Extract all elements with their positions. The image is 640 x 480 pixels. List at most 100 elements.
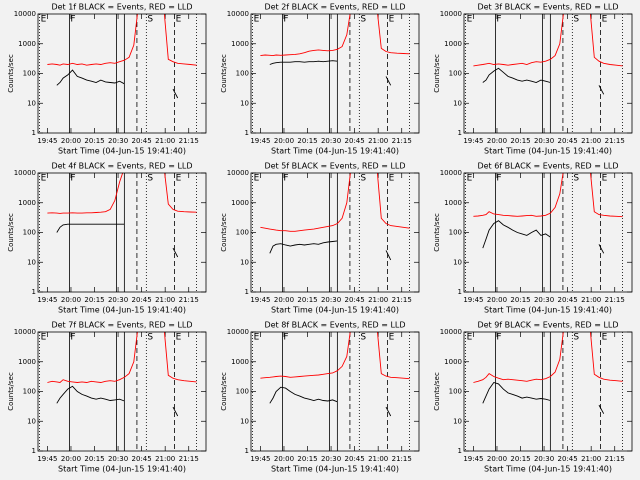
x-tick-label: 19:45 [37,296,57,304]
x-tick-label: 19:45 [250,296,270,304]
x-tick-label: 21:15 [179,296,199,304]
x-axis-label: Start Time (04-Jun-15 19:41:40) [271,147,399,156]
panel: Det 1f BLACK = Events, RED = LLD Start Ti… [7,3,207,156]
y-tick-label: 1000 [231,40,249,48]
x-tick-label: 20:15 [510,296,530,304]
series-line [56,385,179,417]
x-tick-label: 20:00 [274,296,294,304]
series-line [56,69,179,99]
series-line [482,381,605,414]
event-marker-label: F [496,15,501,25]
event-marker-label: E [602,15,608,25]
x-tick-label: 20:30 [321,137,341,145]
x-tick-label: 20:30 [321,455,341,463]
y-tick-label: 1000 [444,199,462,207]
x-tick-label: 19:45 [37,455,57,463]
y-tick-label: 100 [236,229,249,237]
x-tick-label: 20:45 [558,137,578,145]
y-axis-label: Counts/sec [220,54,228,93]
plot-frame [37,331,207,452]
y-tick-label: 10 [453,417,462,425]
series-line [269,240,392,261]
x-tick-label: 19:45 [463,137,483,145]
event-marker-label: F [496,174,501,184]
y-tick-label: 10 [240,99,249,107]
y-tick-label: 10 [27,258,36,266]
y-tick-label: 10000 [227,10,249,18]
y-axis-label: Counts/sec [433,213,441,252]
y-axis-label: Counts/sec [220,213,228,252]
chart-title: Det 4f BLACK = Events, RED = LLD [51,162,192,171]
x-tick-label: 21:15 [179,455,199,463]
y-tick-label: 100 [449,70,462,78]
series-line [473,332,623,383]
x-tick-label: 20:45 [345,137,365,145]
y-axis-label: Counts/sec [7,372,15,411]
event-marker-label: F [70,15,75,25]
event-marker-label: S [573,333,579,343]
x-tick-label: 20:30 [534,296,554,304]
series-line [269,386,392,417]
plot-frame [37,13,207,134]
x-tick-label: 20:15 [297,137,317,145]
x-tick-label: 20:15 [84,296,104,304]
chart-title: Det 5f BLACK = Events, RED = LLD [264,162,405,171]
x-tick-label: 20:15 [297,296,317,304]
panel: Det 8f BLACK = Events, RED = LLD Start Ti… [220,321,420,474]
x-tick-label: 21:00 [368,455,388,463]
x-tick-label: 21:15 [605,455,625,463]
x-tick-label: 20:30 [534,455,554,463]
x-tick-label: 21:00 [155,296,175,304]
panel: Det 9f BLACK = Events, RED = LLD Start Ti… [433,321,633,474]
y-tick-label: 10000 [14,328,36,336]
event-marker-label: E [467,333,473,343]
y-tick-label: 10000 [227,169,249,177]
y-tick-label: 1 [245,129,249,137]
event-marker-label: E [176,174,182,184]
x-tick-label: 20:15 [84,455,104,463]
series-line [260,332,410,380]
event-marker-label: F [496,333,501,343]
x-tick-label: 21:00 [581,455,601,463]
x-tick-label: 20:00 [61,455,81,463]
panel: Det 5f BLACK = Events, RED = LLD Start Ti… [220,162,420,315]
plot-frame [463,13,633,134]
event-marker-label: E [254,174,260,184]
x-tick-label: 19:45 [250,455,270,463]
y-tick-label: 1000 [231,358,249,366]
x-tick-label: 20:45 [558,296,578,304]
x-axis-label: Start Time (04-Jun-15 19:41:40) [271,306,399,315]
y-tick-label: 1 [32,288,36,296]
x-tick-label: 20:00 [274,137,294,145]
x-tick-label: 20:00 [487,137,507,145]
series-line [260,14,410,57]
series-line [47,332,197,383]
event-marker-label: E [176,15,182,25]
event-marker-label: E [389,174,395,184]
x-tick-label: 20:30 [108,455,128,463]
y-axis-label: Counts/sec [220,372,228,411]
x-tick-label: 20:00 [61,296,81,304]
y-tick-label: 1 [458,129,462,137]
y-tick-label: 1 [458,447,462,455]
y-tick-label: 10 [240,258,249,266]
plot-frame [250,172,420,293]
x-axis-label: Start Time (04-Jun-15 19:41:40) [271,465,399,474]
x-axis-label: Start Time (04-Jun-15 19:41:40) [484,306,612,315]
y-tick-label: 10 [240,417,249,425]
y-tick-label: 10000 [14,169,36,177]
y-tick-label: 1000 [18,199,36,207]
x-tick-label: 20:30 [321,296,341,304]
event-marker-label: S [147,174,153,184]
series-line [47,173,197,214]
event-marker-label: S [360,333,366,343]
y-tick-label: 10 [453,99,462,107]
plot-frame [463,172,633,293]
x-axis-label: Start Time (04-Jun-15 19:41:40) [484,465,612,474]
series-line [473,173,623,218]
y-tick-label: 10000 [14,10,36,18]
x-tick-label: 19:45 [463,296,483,304]
series-line [482,67,605,95]
y-tick-label: 100 [23,229,36,237]
